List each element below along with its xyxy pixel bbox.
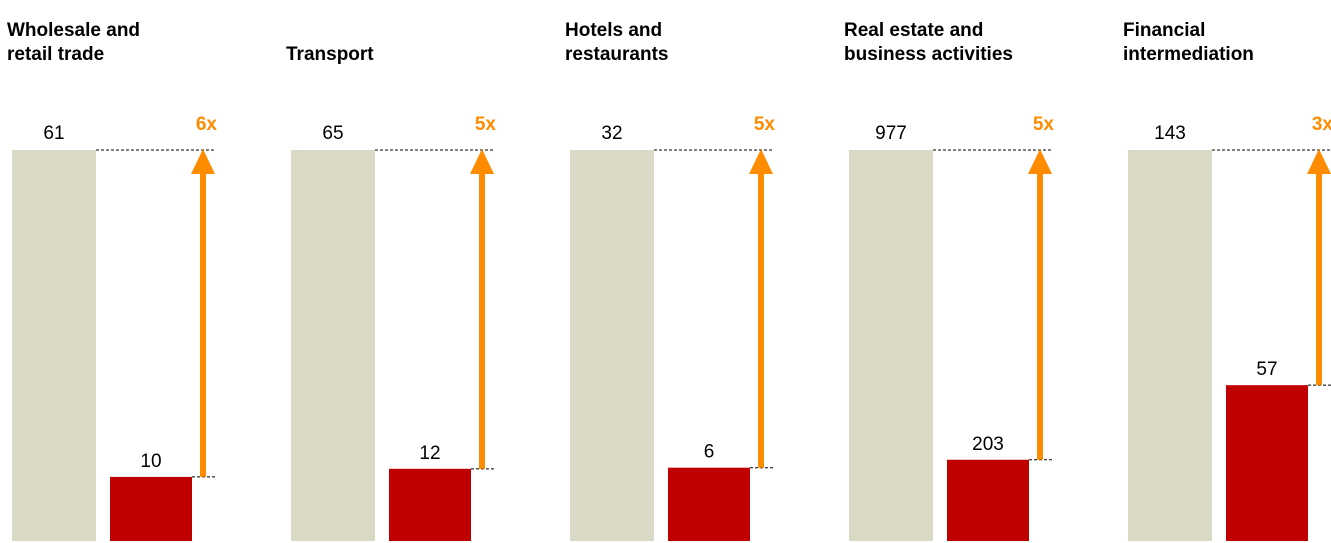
- baseline-bar: [570, 150, 654, 541]
- current-value-label: 203: [972, 434, 1004, 455]
- baseline-value-label: 143: [1154, 123, 1186, 144]
- panel-title-line: business activities: [844, 44, 1013, 65]
- growth-arrow-head: [470, 149, 494, 174]
- current-value-label: 10: [140, 451, 161, 472]
- current-bar: [668, 467, 750, 541]
- growth-arrow-head: [1307, 149, 1331, 174]
- baseline-bar: [291, 150, 375, 541]
- current-bar: [947, 459, 1029, 541]
- baseline-value-label: 61: [43, 123, 64, 144]
- multiplier-label: 6x: [196, 114, 218, 135]
- baseline-value-label: 977: [875, 123, 907, 144]
- current-bar: [110, 476, 192, 541]
- panel-title-line: Hotels and: [565, 20, 662, 41]
- current-bar: [389, 468, 471, 541]
- current-value-label: 57: [1256, 359, 1277, 380]
- current-value-label: 12: [419, 443, 440, 464]
- multiplier-label: 3x: [1312, 114, 1331, 135]
- baseline-value-label: 65: [322, 123, 343, 144]
- baseline-bar: [12, 150, 96, 541]
- multiplier-label: 5x: [475, 114, 497, 135]
- panel-title-line: Financial: [1123, 20, 1205, 41]
- baseline-value-label: 32: [601, 123, 622, 144]
- panel-title-line: Real estate and: [844, 20, 983, 41]
- current-value-label: 6: [704, 442, 715, 463]
- panel-title-line: Transport: [286, 44, 374, 65]
- growth-arrow-head: [1028, 149, 1052, 174]
- multiplier-label: 5x: [754, 114, 776, 135]
- baseline-bar: [849, 150, 933, 541]
- panel-title-line: retail trade: [7, 44, 104, 65]
- baseline-bar: [1128, 150, 1212, 541]
- panel-title-line: Wholesale and: [7, 20, 140, 41]
- multiplier-label: 5x: [1033, 114, 1055, 135]
- growth-arrow-head: [749, 149, 773, 174]
- growth-arrow-head: [191, 149, 215, 174]
- current-bar: [1226, 385, 1308, 541]
- panel-title-line: intermediation: [1123, 44, 1254, 65]
- panel-title-line: restaurants: [565, 44, 669, 65]
